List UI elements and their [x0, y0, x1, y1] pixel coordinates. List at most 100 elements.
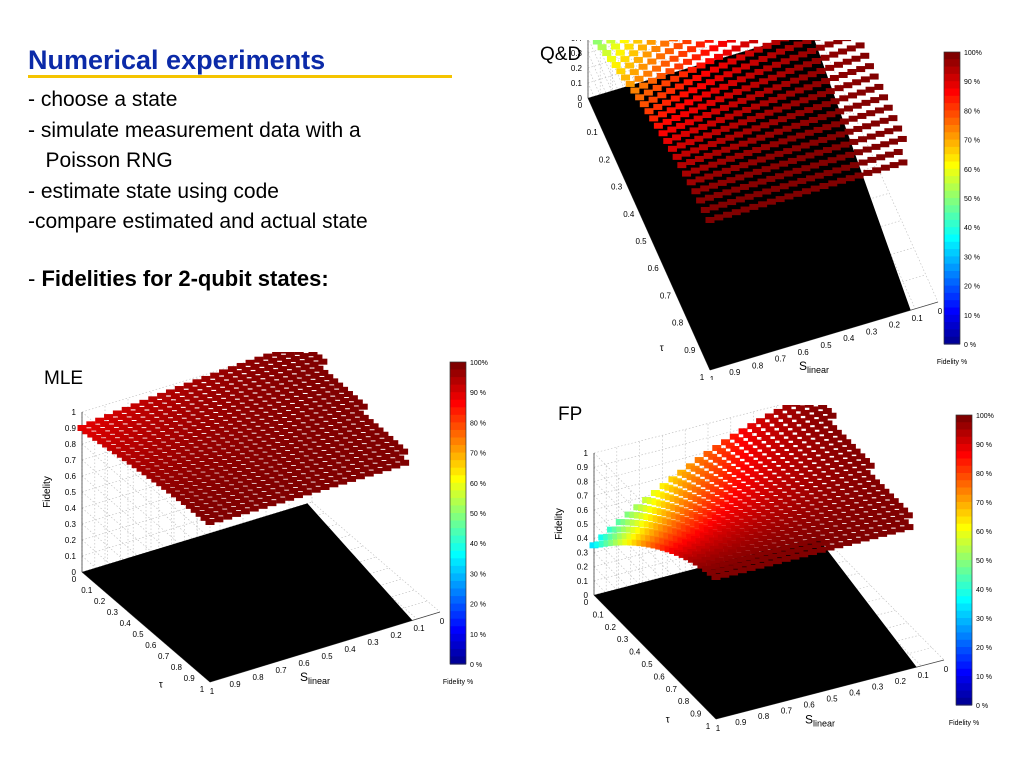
surface-point — [802, 533, 812, 540]
surface-point — [281, 358, 291, 365]
surface-point — [754, 551, 764, 558]
surface-point — [633, 512, 643, 519]
colorbar-segment — [944, 110, 960, 119]
surface-point — [183, 382, 193, 389]
surface-point — [334, 382, 344, 389]
surface-point — [603, 540, 613, 547]
surface-point — [830, 473, 840, 480]
surface-point — [822, 147, 832, 154]
surface-point — [700, 49, 710, 56]
surface-point — [113, 420, 123, 427]
surface-point — [714, 489, 724, 496]
surface-point — [827, 504, 837, 511]
surface-point — [787, 510, 797, 517]
surface-point — [713, 192, 723, 199]
surface-point — [165, 477, 175, 484]
surface-point — [343, 391, 353, 398]
surface-point — [704, 40, 714, 43]
surface-point — [787, 157, 797, 164]
surface-point — [283, 381, 293, 388]
surface-point — [856, 66, 866, 73]
surface-point — [725, 522, 735, 529]
surface-point — [193, 489, 203, 496]
surface-point — [647, 506, 657, 513]
surface-point — [791, 145, 801, 152]
slinear-axis-sub: linear — [807, 365, 829, 375]
surface-point — [683, 492, 693, 499]
surface-point — [681, 471, 691, 478]
surface-point — [326, 396, 336, 403]
colorbar-segment — [956, 444, 972, 452]
surface-point — [662, 99, 672, 106]
surface-point — [722, 462, 732, 469]
surface-point — [333, 423, 343, 430]
surface-point — [856, 465, 866, 472]
surface-point — [804, 405, 814, 408]
tau-tick: 0.2 — [605, 623, 617, 632]
colorbar-label: Fidelity % — [937, 359, 967, 366]
surface-point — [719, 104, 729, 111]
surface-point — [781, 474, 791, 481]
surface-point — [755, 562, 765, 569]
surface-point — [286, 455, 296, 462]
surface-point — [260, 423, 270, 430]
surface-point — [752, 147, 762, 154]
surface-point — [800, 501, 810, 508]
surface-point — [805, 414, 815, 421]
surface-point — [797, 430, 807, 437]
surface-point — [866, 110, 876, 117]
surface-point — [825, 469, 835, 476]
slinear-tick: 0.6 — [298, 659, 310, 668]
surface-point — [231, 461, 241, 468]
surface-point — [884, 151, 894, 158]
surface-point — [835, 131, 845, 138]
surface-point — [254, 459, 264, 466]
surface-point — [688, 87, 698, 94]
surface-point — [787, 135, 797, 142]
colorbar-segment — [450, 633, 466, 642]
surface-point — [655, 543, 665, 550]
colorbar-segment — [944, 52, 960, 60]
surface-point — [234, 443, 244, 450]
surface-point — [131, 414, 141, 421]
surface-point — [837, 177, 847, 184]
surface-point — [769, 141, 779, 148]
surface-point — [625, 519, 635, 526]
surface-point — [380, 442, 390, 449]
surface-point — [818, 415, 828, 422]
surface-point — [335, 445, 345, 452]
surface-point — [800, 119, 810, 126]
colorbar-segment — [944, 278, 960, 287]
surface-point — [179, 439, 189, 446]
surface-point — [709, 476, 719, 483]
slinear-tick: 0.8 — [252, 673, 264, 682]
surface-point — [789, 459, 799, 466]
surface-point — [626, 533, 636, 540]
surface-point — [695, 468, 705, 475]
surface-point — [703, 152, 713, 159]
surface-point — [789, 542, 799, 549]
colorbar-segment — [944, 285, 960, 294]
surface-point — [216, 487, 226, 494]
surface-point — [672, 528, 682, 535]
surface-point — [258, 502, 268, 509]
surface-point — [252, 437, 262, 444]
surface-point — [803, 459, 813, 466]
surface-point — [824, 445, 834, 452]
surface-point — [244, 400, 254, 407]
surface-point — [151, 476, 161, 483]
surface-point — [743, 432, 753, 439]
surface-point — [356, 432, 366, 439]
surface-point — [780, 534, 790, 541]
surface-point — [841, 164, 851, 171]
surface-point — [745, 72, 755, 79]
surface-point — [697, 83, 707, 90]
surface-point — [246, 371, 256, 378]
surface-point — [129, 441, 139, 448]
surface-point — [767, 474, 777, 481]
surface-point — [317, 399, 327, 406]
colorbar-frame — [449, 361, 467, 665]
surface-point — [863, 505, 873, 512]
surface-point — [773, 408, 783, 415]
surface-point — [342, 420, 352, 427]
